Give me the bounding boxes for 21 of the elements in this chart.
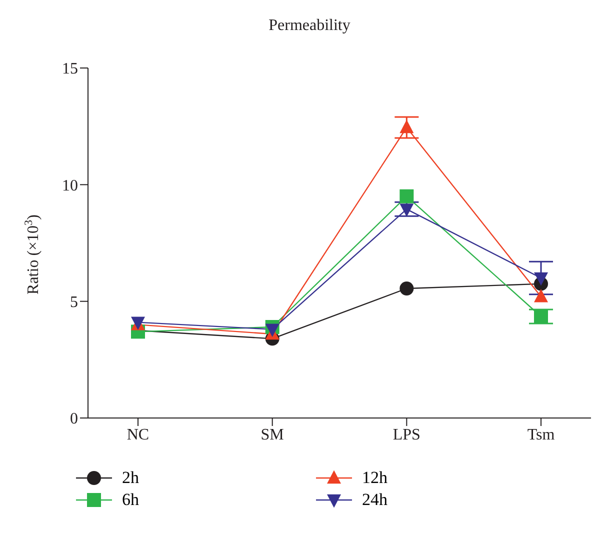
y-tick-label: 10 — [62, 177, 78, 194]
point — [534, 310, 548, 324]
point — [534, 272, 548, 286]
x-tick-label: LPS — [392, 426, 420, 444]
legend-label: 2h — [122, 468, 139, 488]
legend-label: 12h — [362, 468, 388, 488]
point — [400, 282, 414, 296]
x-tick-label: Tsm — [527, 426, 556, 444]
point — [534, 288, 548, 302]
point — [400, 189, 414, 204]
chart-title: Permeability — [268, 17, 350, 34]
point — [400, 120, 414, 134]
point — [400, 204, 414, 217]
x-tick-label: SM — [260, 426, 284, 444]
y-tick-label: 15 — [62, 60, 78, 78]
x-tick-label: NC — [126, 426, 150, 444]
legend-label: 24h — [362, 490, 388, 510]
point — [265, 324, 280, 338]
legend-label: 6h — [122, 490, 139, 510]
y-tick-label: 5 — [70, 294, 78, 312]
y-tick-label: 0 — [70, 410, 78, 428]
